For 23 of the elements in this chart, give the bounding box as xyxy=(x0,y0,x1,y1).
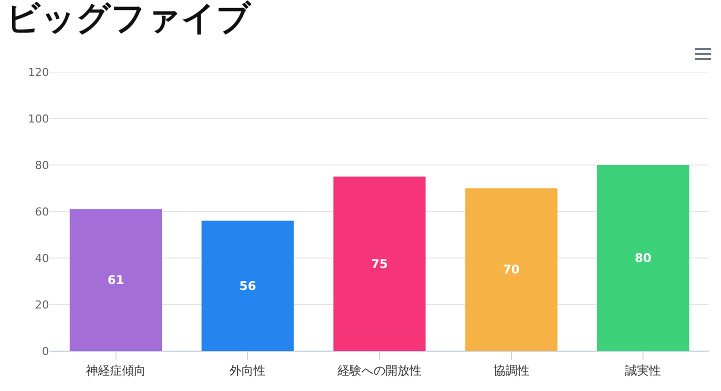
y-tick-label: 0 xyxy=(42,344,49,358)
data-label: 75 xyxy=(371,256,388,271)
bar xyxy=(465,188,558,351)
y-tick-label: 40 xyxy=(35,252,49,265)
data-label: 70 xyxy=(502,262,520,277)
y-tick-label: 20 xyxy=(35,298,49,312)
y-tick-label: 60 xyxy=(35,205,49,218)
y-tick-label: 80 xyxy=(35,158,49,172)
x-tick-label: 誠実性 xyxy=(625,363,662,378)
chart-title: ビッグファイブ xyxy=(6,0,252,39)
x-tick-label: 協調性 xyxy=(493,363,530,378)
bar xyxy=(333,176,426,351)
x-tick-label: 神経症傾向 xyxy=(86,363,146,378)
data-label: 80 xyxy=(634,251,652,265)
bar xyxy=(202,220,294,351)
bar xyxy=(596,165,690,351)
data-label: 56 xyxy=(239,278,256,293)
y-tick-label: 100 xyxy=(28,112,49,126)
data-label: 61 xyxy=(108,273,124,288)
bar xyxy=(70,209,162,351)
y-tick-label: 120 xyxy=(28,66,49,79)
x-tick-label: 外向性 xyxy=(230,363,266,378)
x-tick-label: 経験への開放性 xyxy=(336,363,422,378)
